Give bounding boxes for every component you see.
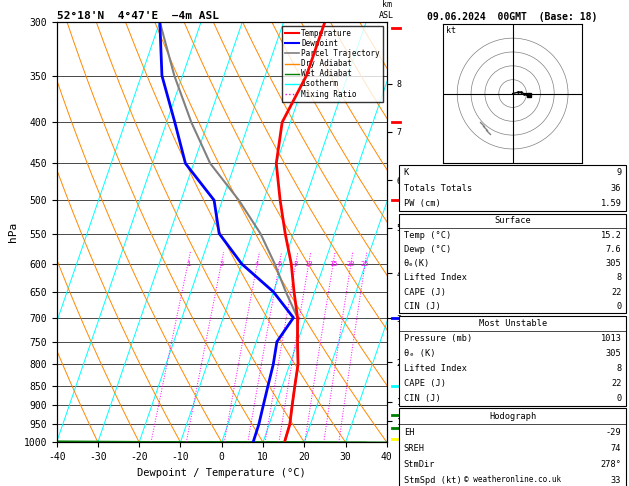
- Text: CAPE (J): CAPE (J): [404, 288, 446, 296]
- Text: CIN (J): CIN (J): [404, 302, 440, 311]
- Text: 7.6: 7.6: [606, 245, 621, 254]
- X-axis label: Dewpoint / Temperature (°C): Dewpoint / Temperature (°C): [137, 468, 306, 478]
- Text: 8: 8: [616, 274, 621, 282]
- Text: km
ASL: km ASL: [379, 0, 394, 20]
- Text: 9: 9: [616, 169, 621, 177]
- Text: 74: 74: [611, 444, 621, 453]
- Text: 8: 8: [616, 364, 621, 373]
- Legend: Temperature, Dewpoint, Parcel Trajectory, Dry Adiabat, Wet Adiabat, Isotherm, Mi: Temperature, Dewpoint, Parcel Trajectory…: [282, 26, 383, 102]
- Text: 278°: 278°: [601, 460, 621, 469]
- Text: Most Unstable: Most Unstable: [479, 319, 547, 328]
- Text: 0: 0: [616, 302, 621, 311]
- Text: CIN (J): CIN (J): [404, 394, 440, 403]
- Text: 8: 8: [294, 261, 298, 267]
- Text: 1: 1: [186, 261, 190, 267]
- Text: 09.06.2024  00GMT  (Base: 18): 09.06.2024 00GMT (Base: 18): [428, 12, 598, 22]
- Text: Dewp (°C): Dewp (°C): [404, 245, 451, 254]
- Text: 15: 15: [329, 261, 337, 267]
- Y-axis label: hPa: hPa: [8, 222, 18, 242]
- Text: EH: EH: [404, 428, 415, 437]
- Text: Lifted Index: Lifted Index: [404, 274, 467, 282]
- Text: K: K: [404, 169, 409, 177]
- Text: θₑ(K): θₑ(K): [404, 259, 430, 268]
- Text: PW (cm): PW (cm): [404, 199, 440, 208]
- Text: Hodograph: Hodograph: [489, 412, 537, 421]
- Text: Lifted Index: Lifted Index: [404, 364, 467, 373]
- Text: 22: 22: [611, 379, 621, 388]
- Text: 22: 22: [611, 288, 621, 296]
- Text: CAPE (J): CAPE (J): [404, 379, 446, 388]
- Text: 52°18'N  4°47'E  −4m ASL: 52°18'N 4°47'E −4m ASL: [57, 11, 219, 21]
- Text: 4: 4: [255, 261, 259, 267]
- Text: StmSpd (kt): StmSpd (kt): [404, 476, 462, 485]
- Text: 305: 305: [606, 349, 621, 358]
- Text: kt: kt: [446, 26, 456, 35]
- Text: 2: 2: [219, 261, 223, 267]
- Text: 0: 0: [616, 394, 621, 403]
- Text: © weatheronline.co.uk: © weatheronline.co.uk: [464, 474, 561, 484]
- Text: 10: 10: [304, 261, 313, 267]
- Text: Surface: Surface: [494, 216, 531, 226]
- Text: 25: 25: [361, 261, 369, 267]
- Text: Temp (°C): Temp (°C): [404, 231, 451, 240]
- Text: 1013: 1013: [601, 334, 621, 343]
- Text: SREH: SREH: [404, 444, 425, 453]
- Text: 33: 33: [611, 476, 621, 485]
- Text: 6: 6: [277, 261, 282, 267]
- Text: 305: 305: [606, 259, 621, 268]
- Text: 20: 20: [347, 261, 355, 267]
- Text: 15.2: 15.2: [601, 231, 621, 240]
- Text: Pressure (mb): Pressure (mb): [404, 334, 472, 343]
- Text: 36: 36: [611, 184, 621, 193]
- Text: Totals Totals: Totals Totals: [404, 184, 472, 193]
- Text: θₑ (K): θₑ (K): [404, 349, 435, 358]
- Text: StmDir: StmDir: [404, 460, 435, 469]
- Text: 1.59: 1.59: [601, 199, 621, 208]
- Text: -29: -29: [606, 428, 621, 437]
